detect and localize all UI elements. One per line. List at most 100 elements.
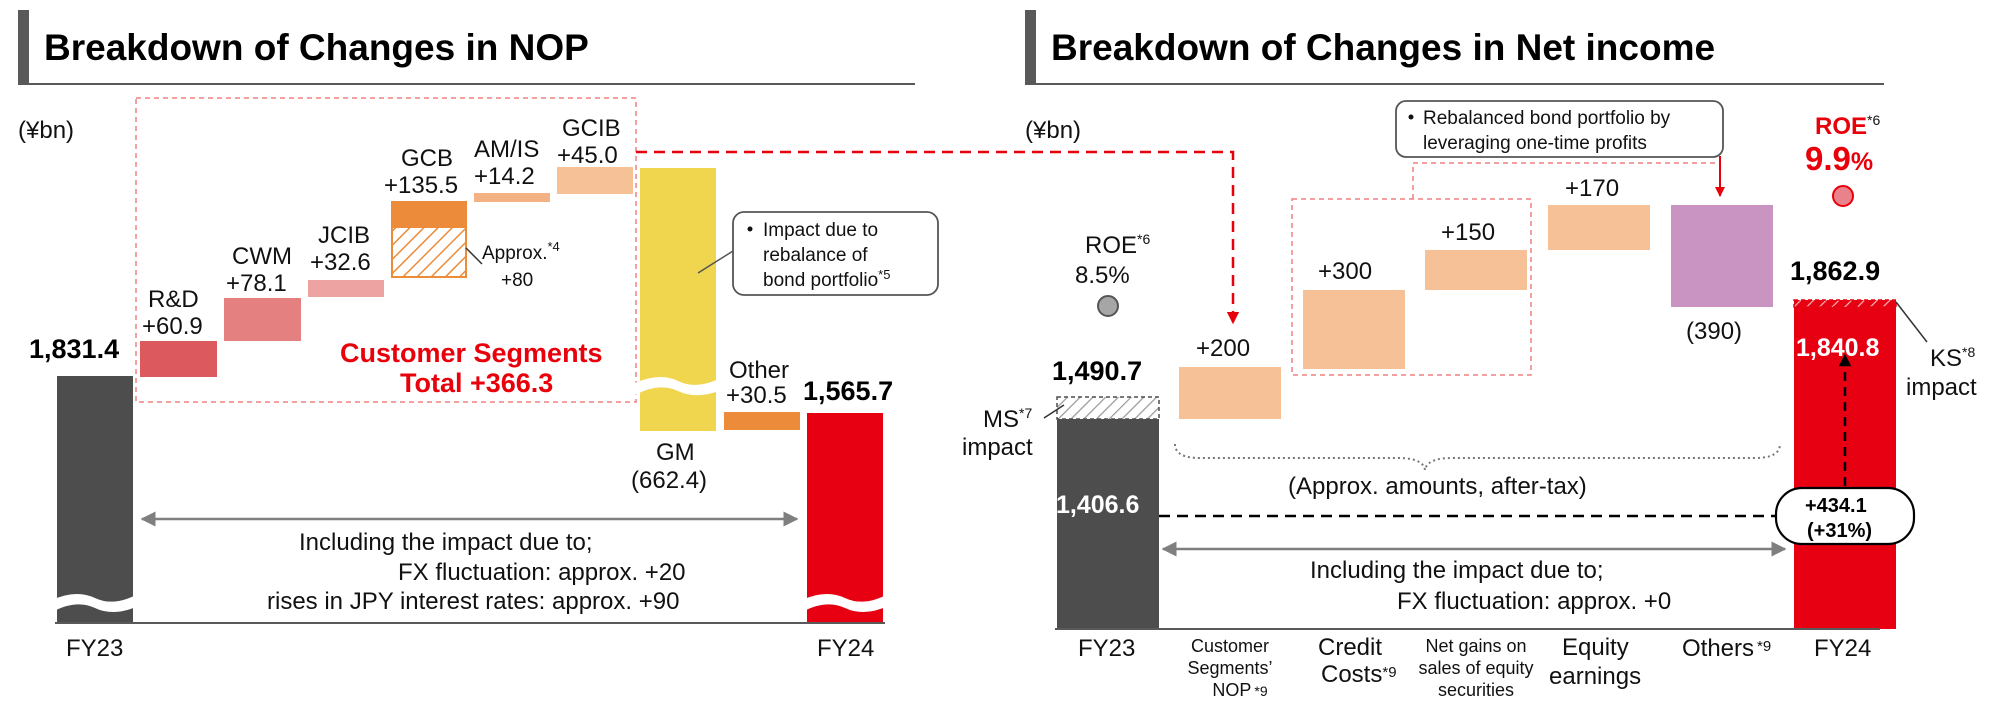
right-axis-cust-1: Customer bbox=[1191, 636, 1269, 656]
customer-segments-frame bbox=[135, 97, 637, 403]
ks-impact-leader bbox=[1895, 301, 1928, 343]
gcb-approx-leader bbox=[465, 247, 483, 265]
right-axis-equity-2: earnings bbox=[1549, 663, 1641, 690]
nop-bar-amis bbox=[474, 193, 550, 202]
nop-cat-jcib: JCIB bbox=[318, 222, 370, 249]
ni-label-fy23: 1,490.7 bbox=[1052, 356, 1142, 386]
right-axis-equity-1: Equity bbox=[1562, 634, 1629, 661]
nop-bar-fy24 bbox=[807, 413, 883, 622]
right-axis-netgains-1: Net gains on bbox=[1425, 636, 1526, 656]
right-including-line2: FX fluctuation: approx. +0 bbox=[1397, 588, 1671, 615]
right-axis-credit-2: Costs*9 bbox=[1321, 661, 1397, 688]
nop-label-gm: (662.4) bbox=[631, 467, 707, 494]
left-unit: (¥bn) bbox=[18, 117, 74, 144]
ni-bar-fy23-ms-hatch bbox=[1056, 396, 1160, 420]
growth-pct: (+31%) bbox=[1807, 520, 1872, 542]
nop-bar-rd bbox=[140, 341, 217, 377]
ms-impact-label-2: impact bbox=[962, 434, 1033, 461]
roe-fy23-value: 8.5% bbox=[1075, 262, 1130, 289]
customer-segments-label: Customer Segments bbox=[340, 338, 603, 368]
left-including-line1: Including the impact due to; bbox=[299, 529, 593, 556]
approx-amounts-brace bbox=[1174, 443, 1781, 471]
ni-bar-others bbox=[1671, 205, 1773, 307]
nop-cat-gm: GM bbox=[656, 439, 695, 466]
ms-impact-leader bbox=[1043, 404, 1065, 419]
right-title-accent bbox=[1025, 10, 1036, 84]
ks-impact-label-2: impact bbox=[1906, 374, 1977, 401]
nop-label-other: +30.5 bbox=[726, 382, 787, 409]
right-axis-netgains-2: sales of equity bbox=[1418, 658, 1533, 678]
right-axis-fy24: FY24 bbox=[1814, 635, 1871, 662]
right-panel: Breakdown of Changes in Net income (¥bn)… bbox=[962, 10, 1977, 700]
right-including-line1: Including the impact due to; bbox=[1310, 557, 1604, 584]
break-mark-gm bbox=[635, 376, 721, 396]
break-mark-fy23 bbox=[52, 593, 138, 613]
ni-bar-equity bbox=[1548, 205, 1650, 250]
ni-label-fy23-excl: 1,406.6 bbox=[1056, 491, 1139, 519]
gcb-approx-label: Approx.*4 bbox=[482, 239, 560, 264]
nop-bar-other bbox=[724, 412, 800, 430]
break-mark-fy24 bbox=[802, 593, 888, 613]
nop-bar-gcb-approx-hatch bbox=[391, 226, 467, 278]
bond-callout-line2: leveraging one-time profits bbox=[1423, 133, 1647, 154]
right-axis-cust-2: Segments’ bbox=[1187, 658, 1272, 678]
gm-callout-line1: Impact due to bbox=[763, 220, 878, 241]
right-axis-others: Others *9 bbox=[1682, 635, 1771, 662]
nop-bar-jcib bbox=[308, 280, 384, 297]
bond-callout-bullet bbox=[1408, 114, 1414, 120]
ks-impact-label-1: KS*8 bbox=[1930, 344, 1975, 372]
ni-label-others: (390) bbox=[1686, 318, 1742, 345]
right-title: Breakdown of Changes in Net income bbox=[1051, 27, 1715, 68]
ni-label-customer: +200 bbox=[1196, 335, 1250, 362]
nop-label-rd: +60.9 bbox=[142, 313, 203, 340]
roe-fy23-label: ROE*6 bbox=[1085, 231, 1150, 259]
nop-bar-gcb bbox=[391, 201, 467, 227]
nop-label-gcib: +45.0 bbox=[557, 142, 618, 169]
ni-label-fy24-excl: 1,840.8 bbox=[1796, 334, 1880, 362]
ni-bar-fy23 bbox=[1057, 419, 1159, 629]
nop-label-fy24: 1,565.7 bbox=[803, 376, 893, 406]
bond-callout-box bbox=[1395, 100, 1724, 158]
nop-cat-amis: AM/IS bbox=[474, 136, 539, 163]
right-axis-netgains-3: securities bbox=[1438, 680, 1514, 700]
right-unit: (¥bn) bbox=[1025, 117, 1081, 144]
ni-bar-fy24-ks-hatch bbox=[1793, 299, 1897, 308]
right-axis-credit-1: Credit bbox=[1318, 634, 1382, 661]
bond-callout-line1: Rebalanced bond portfolio by bbox=[1423, 108, 1671, 129]
growth-badge bbox=[1774, 486, 1916, 546]
gm-callout-box bbox=[732, 211, 939, 296]
ni-label-credit: +300 bbox=[1318, 258, 1372, 285]
nop-cat-rd: R&D bbox=[148, 286, 199, 313]
gcb-approx-value: +80 bbox=[501, 270, 533, 291]
nop-bar-fy23 bbox=[57, 376, 133, 622]
nop-label-jcib: +32.6 bbox=[310, 249, 371, 276]
gm-callout-line2: rebalance of bbox=[763, 245, 868, 266]
nop-cat-gcb: GCB bbox=[401, 145, 453, 172]
nop-cat-gcib: GCIB bbox=[562, 115, 621, 142]
nop-bar-cwm bbox=[224, 298, 301, 341]
left-title: Breakdown of Changes in NOP bbox=[44, 27, 589, 68]
left-including-line2: FX fluctuation: approx. +20 bbox=[398, 559, 686, 586]
growth-value: +434.1 bbox=[1805, 495, 1867, 517]
nop-cat-cwm: CWM bbox=[232, 243, 292, 270]
ni-label-netgains: +150 bbox=[1441, 219, 1495, 246]
ms-impact-label-1: MS*7 bbox=[983, 405, 1032, 433]
roe-fy24-label: ROE*6 bbox=[1815, 112, 1880, 140]
ni-bar-netgains bbox=[1425, 250, 1527, 290]
nop-label-gcb: +135.5 bbox=[384, 172, 458, 199]
customer-segments-total: Total +366.3 bbox=[400, 368, 553, 398]
left-axis-fy23: FY23 bbox=[66, 635, 123, 662]
ni-bar-credit bbox=[1303, 290, 1405, 369]
roe-fy24-dot bbox=[1832, 185, 1854, 207]
ni-label-fy24: 1,862.9 bbox=[1790, 256, 1880, 286]
nop-bar-gcib bbox=[557, 167, 633, 194]
left-panel: Breakdown of Changes in NOP (¥bn) 1,831.… bbox=[18, 10, 939, 662]
gcib-to-customer-connector bbox=[636, 150, 1240, 325]
approx-amounts-label: (Approx. amounts, after-tax) bbox=[1288, 473, 1587, 500]
one-time-profits-frame bbox=[1291, 198, 1532, 376]
nop-label-amis: +14.2 bbox=[474, 163, 535, 190]
roe-fy23-dot bbox=[1097, 295, 1119, 317]
gm-callout-line3: bond portfolio*5 bbox=[763, 267, 890, 291]
left-title-accent bbox=[18, 10, 29, 84]
